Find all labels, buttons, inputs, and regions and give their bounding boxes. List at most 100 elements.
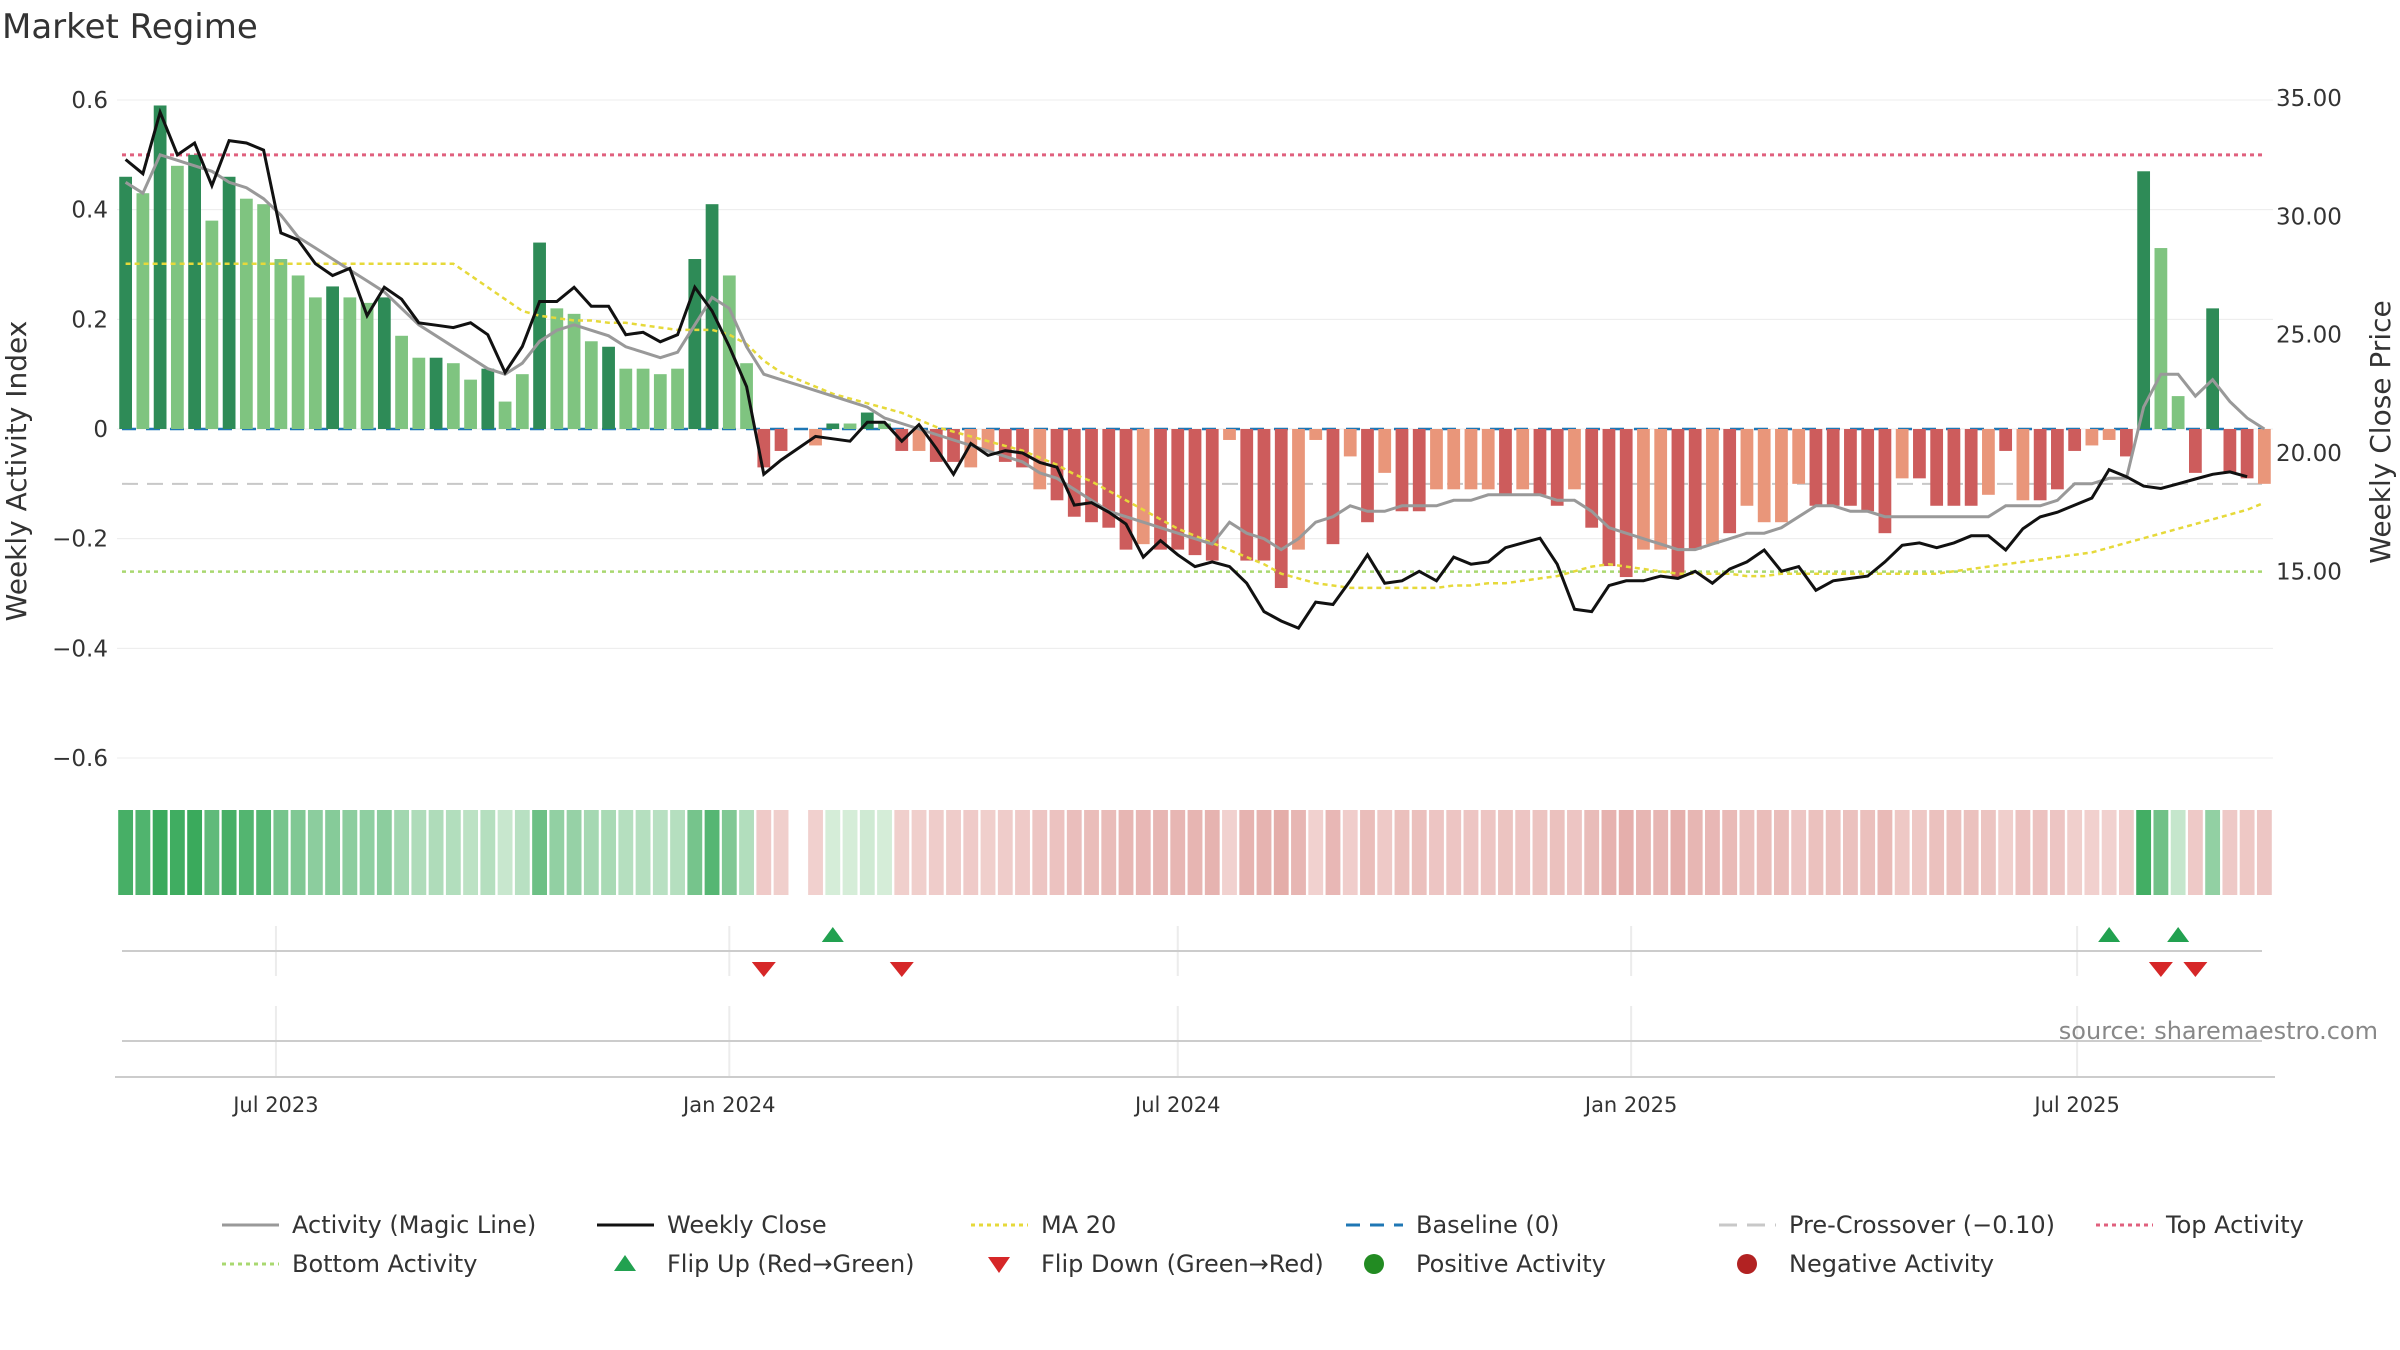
activity-bar [947,429,960,462]
regime-strip-cell [687,810,703,895]
source-credit: source: sharemaestro.com [2059,1017,2378,1045]
left-tick-label: 0.6 [71,88,108,114]
regime-strip-cell [1687,810,1703,895]
activity-bar [1706,429,1719,545]
flip-down-marker [889,962,914,977]
regime-strip-cell [652,810,668,895]
activity-bar [515,374,529,429]
lower-panel [115,1006,2275,1078]
regime-strip-cell [1204,810,1220,895]
legend-label: Pre-Crossover (−0.10) [1789,1211,2055,1239]
left-tick-label: −0.2 [52,527,108,553]
activity-bar [188,154,201,430]
regime-strip-cell [1929,810,1945,895]
activity-bar [2223,429,2237,473]
activity-bar [1464,429,1478,490]
regime-strip-cell [583,810,599,895]
activity-bar [1964,429,1978,506]
activity-bar [878,423,891,429]
regime-strip-cell [2101,810,2117,895]
x-tick-label: Jul 2025 [2032,1093,2119,1117]
regime-strip-cell [1187,810,1203,895]
activity-bar [688,259,702,429]
activity-bar [1585,429,1599,528]
regime-strip-cell [1636,810,1651,895]
activity-bar [343,297,357,429]
regime-strip-cell [273,810,289,895]
activity-bar [1516,429,1530,490]
activity-bar [1154,429,1167,550]
activity-bar [1257,429,1271,561]
regime-strip-cell [1032,810,1048,895]
activity-bar [446,363,460,429]
legend-label: Negative Activity [1789,1250,1994,1278]
activity-bar [1447,429,1461,490]
activity-bar [964,429,978,468]
regime-strip-cell [2256,810,2272,895]
regime-strip-cell [859,810,875,895]
activity-bar [1671,429,1685,578]
regime-strip-cell [1222,810,1237,895]
regime-strip-cell [2187,810,2203,895]
regime-strip-cell [2084,810,2100,895]
regime-strip-cell [1273,810,1289,895]
regime-strip-cell [463,810,479,895]
right-tick-label: 30.00 [2276,204,2342,230]
activity-bar [1223,429,1236,440]
regime-strip-cell [1808,810,1824,895]
x-tick-label: Jul 2024 [1133,1093,1220,1117]
regime-strip-cell [1843,810,1858,895]
activity-bar [1395,429,1409,512]
regime-strip-cell [2136,810,2152,895]
activity-bar [1085,429,1098,523]
regime-strip-cell [1118,810,1134,895]
regime-strip-cell [1394,810,1410,895]
regime-strip-cell [842,810,858,895]
regime-strip-cell [721,810,737,895]
activity-bar [567,313,581,429]
activity-bar [2120,429,2133,457]
activity-bar [1274,429,1288,589]
regime-strip-cell [480,810,496,895]
activity-bar [498,401,512,429]
legend-label: Top Activity [2165,1211,2304,1239]
regime-strip-cell [1653,810,1669,895]
activity-bar [153,105,167,429]
activity-bar [1826,429,1840,506]
regime-strip-cell [1308,810,1324,895]
activity-bar [1878,429,1892,534]
regime-strip-cell [1429,810,1444,895]
regime-strip-cell [601,810,616,895]
regime-strip-cell [911,810,927,895]
activity-bar [464,379,477,429]
regime-strip-cell [2067,810,2083,895]
right-axis-ticks: 35.00 30.00 25.00 20.00 15.00 [2276,86,2342,585]
regime-strip-cell [2153,810,2169,895]
regime-strip-cell [307,810,323,895]
activity-bar [1378,429,1392,473]
activity-bar [377,297,391,429]
activity-bar [843,423,857,429]
activity-bar [653,374,667,429]
regime-strip-cell [963,810,979,895]
regime-strip-cell [877,810,892,895]
activity-bar [1913,429,1926,479]
regime-strip-cell [238,810,254,895]
activity-bar [826,423,840,429]
regime-strip-cell [342,810,358,895]
activity-bar [1654,429,1668,550]
activity-bar [481,368,495,429]
regime-strip-cell [1877,810,1893,895]
activity-bar [2102,429,2116,440]
regime-strip-cell [204,810,220,895]
regime-strip-cell [1894,810,1910,895]
x-tick-label: Jan 2024 [681,1093,776,1117]
activity-bar [2068,429,2082,451]
activity-bar [170,165,184,430]
activity-bar [584,341,598,429]
activity-bar [2240,429,2254,479]
series-lines [124,107,2266,630]
activity-bar [705,204,719,429]
